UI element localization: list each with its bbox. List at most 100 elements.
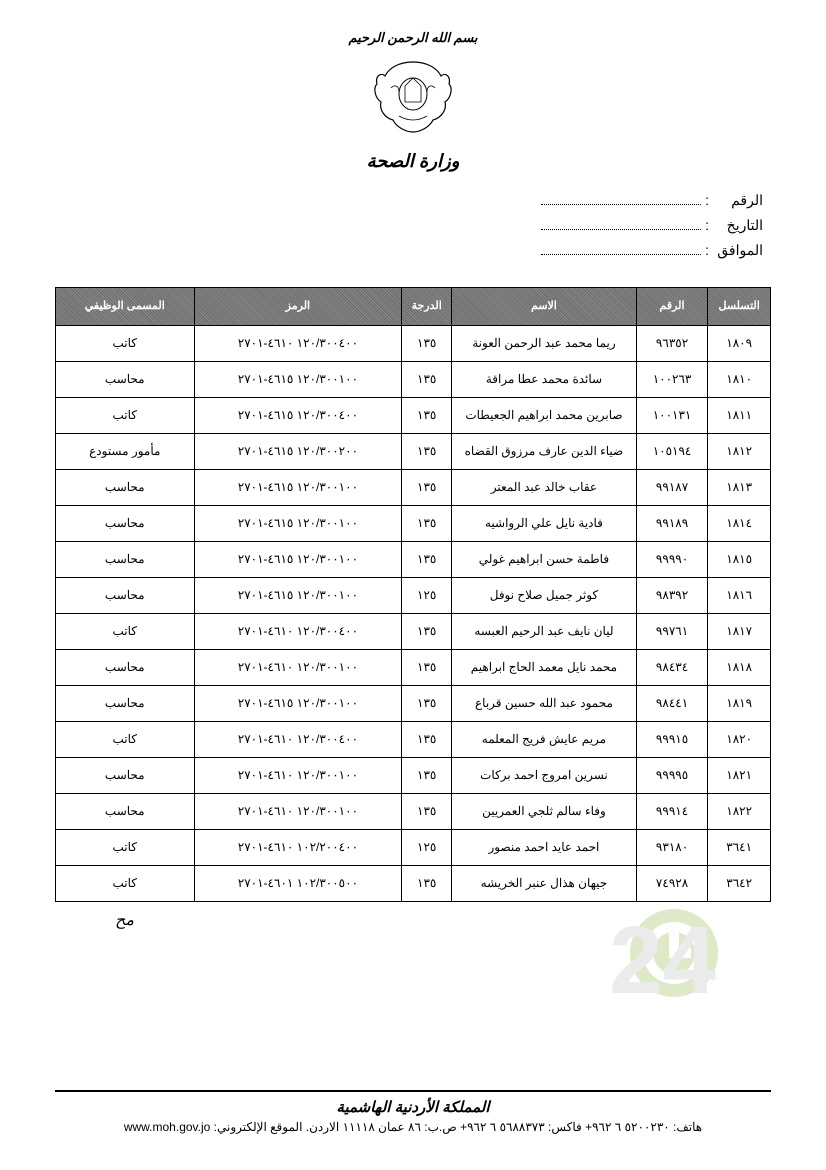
table-cell: ١٢٠/٣٠٠١٠٠ ٤٦١٥-٢٧٠١ <box>194 578 402 614</box>
table-row: ١٨٠٩٩٦٣٥٢ريما محمد عبد الرحمن العونة١٣٥١… <box>56 326 771 362</box>
table-row: ٣٦٤٢٧٤٩٢٨جيهان هذال عنبر الخريشه١٣٥١٠٢/٣… <box>56 866 771 902</box>
table-cell: ١٠٥١٩٤ <box>636 434 708 470</box>
table-cell: ١٢٠/٣٠٠٤٠٠ ٤٦١٠-٢٧٠١ <box>194 722 402 758</box>
table-cell: ٣٦٤٢ <box>708 866 771 902</box>
table-row: ١٨١٧٩٩٧٦١ليان نايف عبد الرحيم العبسه١٣٥١… <box>56 614 771 650</box>
table-cell: ضياء الدين عارف مرزوق القضاه <box>452 434 637 470</box>
table-cell: ١٨١١ <box>708 398 771 434</box>
table-cell: ٩٦٣٥٢ <box>636 326 708 362</box>
table-cell: كاتب <box>56 830 195 866</box>
table-body: ١٨٠٩٩٦٣٥٢ريما محمد عبد الرحمن العونة١٣٥١… <box>56 326 771 902</box>
table-cell: ليان نايف عبد الرحيم العبسه <box>452 614 637 650</box>
table-cell: ١٢٠/٣٠٠٢٠٠ ٤٦١٥-٢٧٠١ <box>194 434 402 470</box>
table-cell: صابرين محمد ابراهيم الجعيطات <box>452 398 637 434</box>
table-cell: كاتب <box>56 722 195 758</box>
table-row: ١٨١٢١٠٥١٩٤ضياء الدين عارف مرزوق القضاه١٣… <box>56 434 771 470</box>
table-cell: ١٣٥ <box>402 794 452 830</box>
table-cell: كاتب <box>56 326 195 362</box>
table-cell: محاسب <box>56 758 195 794</box>
table-cell: ١٣٥ <box>402 506 452 542</box>
table-cell: ١٢٠/٣٠٠١٠٠ ٤٦١٠-٢٧٠١ <box>194 794 402 830</box>
table-row: ١٨٢١٩٩٩٩٥نسرين امروج احمد بركات١٣٥١٢٠/٣٠… <box>56 758 771 794</box>
table-cell: فاطمة حسن ابراهيم غولي <box>452 542 637 578</box>
table-cell: محاسب <box>56 542 195 578</box>
table-cell: محمد نايل معمد الحاج ابراهيم <box>452 650 637 686</box>
date-value-line <box>541 218 701 230</box>
table-cell: محاسب <box>56 650 195 686</box>
table-cell: ١٨١٠ <box>708 362 771 398</box>
table-row: ١٨١٩٩٨٤٤١محمود عبد الله حسين قرباع١٣٥١٢٠… <box>56 686 771 722</box>
table-row: ١٨١٠١٠٠٢٦٣سائدة محمد عطا مراقة١٣٥١٢٠/٣٠٠… <box>56 362 771 398</box>
table-cell: ٩٨٤٤١ <box>636 686 708 722</box>
colon: : <box>705 242 709 258</box>
table-cell: ١٨١٩ <box>708 686 771 722</box>
table-cell: ٩٩٧٦١ <box>636 614 708 650</box>
table-header-row: التسلسلالرقمالاسمالدرجةالرمزالمسمى الوظي… <box>56 288 771 326</box>
table-cell: مريم عايش فريج المعلمه <box>452 722 637 758</box>
letterhead-footer: المملكة الأردنية الهاشمية هاتف: ٥٢٠٠٢٣٠ … <box>55 1090 771 1134</box>
table-cell: محاسب <box>56 578 195 614</box>
table-cell: نسرين امروج احمد بركات <box>452 758 637 794</box>
signature-mark: مح <box>115 910 771 930</box>
table-cell: محاسب <box>56 470 195 506</box>
number-value-line <box>541 193 701 205</box>
kingdom-title: المملكة الأردنية الهاشمية <box>55 1098 771 1116</box>
table-cell: عقاب خالد عبد المعتر <box>452 470 637 506</box>
table-cell: ١٢٠/٣٠٠١٠٠ ٤٦١٠-٢٧٠١ <box>194 650 402 686</box>
table-col-header: الرمز <box>194 288 402 326</box>
table-cell: ١٨٢١ <box>708 758 771 794</box>
table-row: ١٨١٤٩٩١٨٩فادية نايل علي الرواشيه١٣٥١٢٠/٣… <box>56 506 771 542</box>
table-row: ١٨١٦٩٨٣٩٢كوثر جميل صلاح نوفل١٢٥١٢٠/٣٠٠١٠… <box>56 578 771 614</box>
table-cell: ١٣٥ <box>402 542 452 578</box>
table-cell: ١٢٠/٣٠٠٤٠٠ ٤٦١٠-٢٧٠١ <box>194 326 402 362</box>
table-cell: سائدة محمد عطا مراقة <box>452 362 637 398</box>
table-cell: ١٨١٧ <box>708 614 771 650</box>
table-cell: ٧٤٩٢٨ <box>636 866 708 902</box>
table-row: ١٨١٥٩٩٩٩٠فاطمة حسن ابراهيم غولي١٣٥١٢٠/٣٠… <box>56 542 771 578</box>
table-cell: ١٢٠/٣٠٠٤٠٠ ٤٦١٥-٢٧٠١ <box>194 398 402 434</box>
meta-number-row: الرقم : <box>55 192 763 209</box>
table-cell: ١٢٠/٣٠٠١٠٠ ٤٦١٥-٢٧٠١ <box>194 506 402 542</box>
table-cell: ١٠٠١٣١ <box>636 398 708 434</box>
table-cell: ١٢٠/٣٠٠١٠٠ ٤٦١٥-٢٧٠١ <box>194 470 402 506</box>
table-cell: ١٠٠٢٦٣ <box>636 362 708 398</box>
table-row: ١٨١١١٠٠١٣١صابرين محمد ابراهيم الجعيطات١٣… <box>56 398 771 434</box>
table-cell: محمود عبد الله حسين قرباع <box>452 686 637 722</box>
table-cell: ٩٩١٨٩ <box>636 506 708 542</box>
corresponds-value-line <box>541 243 701 255</box>
table-cell: ٩٩٩٩٠ <box>636 542 708 578</box>
table-cell: ١٣٥ <box>402 326 452 362</box>
table-cell: ١٢٠/٣٠٠١٠٠ ٤٦١٥-٢٧٠١ <box>194 542 402 578</box>
table-col-header: المسمى الوظيفي <box>56 288 195 326</box>
table-cell: ٩٨٣٩٢ <box>636 578 708 614</box>
colon: : <box>705 192 709 208</box>
table-cell: ١٢٠/٣٠٠١٠٠ ٤٦١٥-٢٧٠١ <box>194 362 402 398</box>
table-cell: ١٨١٦ <box>708 578 771 614</box>
meta-corresponds-row: الموافق : <box>55 242 763 259</box>
table-cell: ١٨٢٢ <box>708 794 771 830</box>
table-cell: ١٨١٢ <box>708 434 771 470</box>
table-cell: ريما محمد عبد الرحمن العونة <box>452 326 637 362</box>
date-label: التاريخ <box>713 217 763 234</box>
table-col-header: الاسم <box>452 288 637 326</box>
table-row: ١٨١٣٩٩١٨٧عقاب خالد عبد المعتر١٣٥١٢٠/٣٠٠١… <box>56 470 771 506</box>
table-cell: ١٨٠٩ <box>708 326 771 362</box>
table-cell: كاتب <box>56 614 195 650</box>
contact-line: هاتف: ٥٢٠٠٢٣٠ ٦ ٩٦٢+ فاكس: ٥٦٨٨٣٧٣ ٦ ٩٦٢… <box>55 1120 771 1134</box>
table-row: ٣٦٤١٩٣١٨٠احمد عايد احمد منصور١٢٥١٠٢/٢٠٠٤… <box>56 830 771 866</box>
letterhead: بسم الله الرحمن الرحيم وزارة الصحة <box>55 30 771 172</box>
table-cell: ١٣٥ <box>402 866 452 902</box>
table-cell: ١٣٥ <box>402 722 452 758</box>
table-cell: ١٨٢٠ <box>708 722 771 758</box>
table-cell: ١٢٠/٣٠٠١٠٠ ٤٦١٥-٢٧٠١ <box>194 686 402 722</box>
meta-date-row: التاريخ : <box>55 217 763 234</box>
table-cell: ١٣٥ <box>402 398 452 434</box>
number-label: الرقم <box>713 192 763 209</box>
table-cell: ١٨١٥ <box>708 542 771 578</box>
table-row: ١٨٢٢٩٩٩١٤وفاء سالم ثلجي العمريين١٣٥١٢٠/٣… <box>56 794 771 830</box>
table-cell: ١٣٥ <box>402 650 452 686</box>
table-cell: ١٨١٨ <box>708 650 771 686</box>
table-cell: ٩٩٩١٥ <box>636 722 708 758</box>
table-cell: محاسب <box>56 794 195 830</box>
table-col-header: التسلسل <box>708 288 771 326</box>
